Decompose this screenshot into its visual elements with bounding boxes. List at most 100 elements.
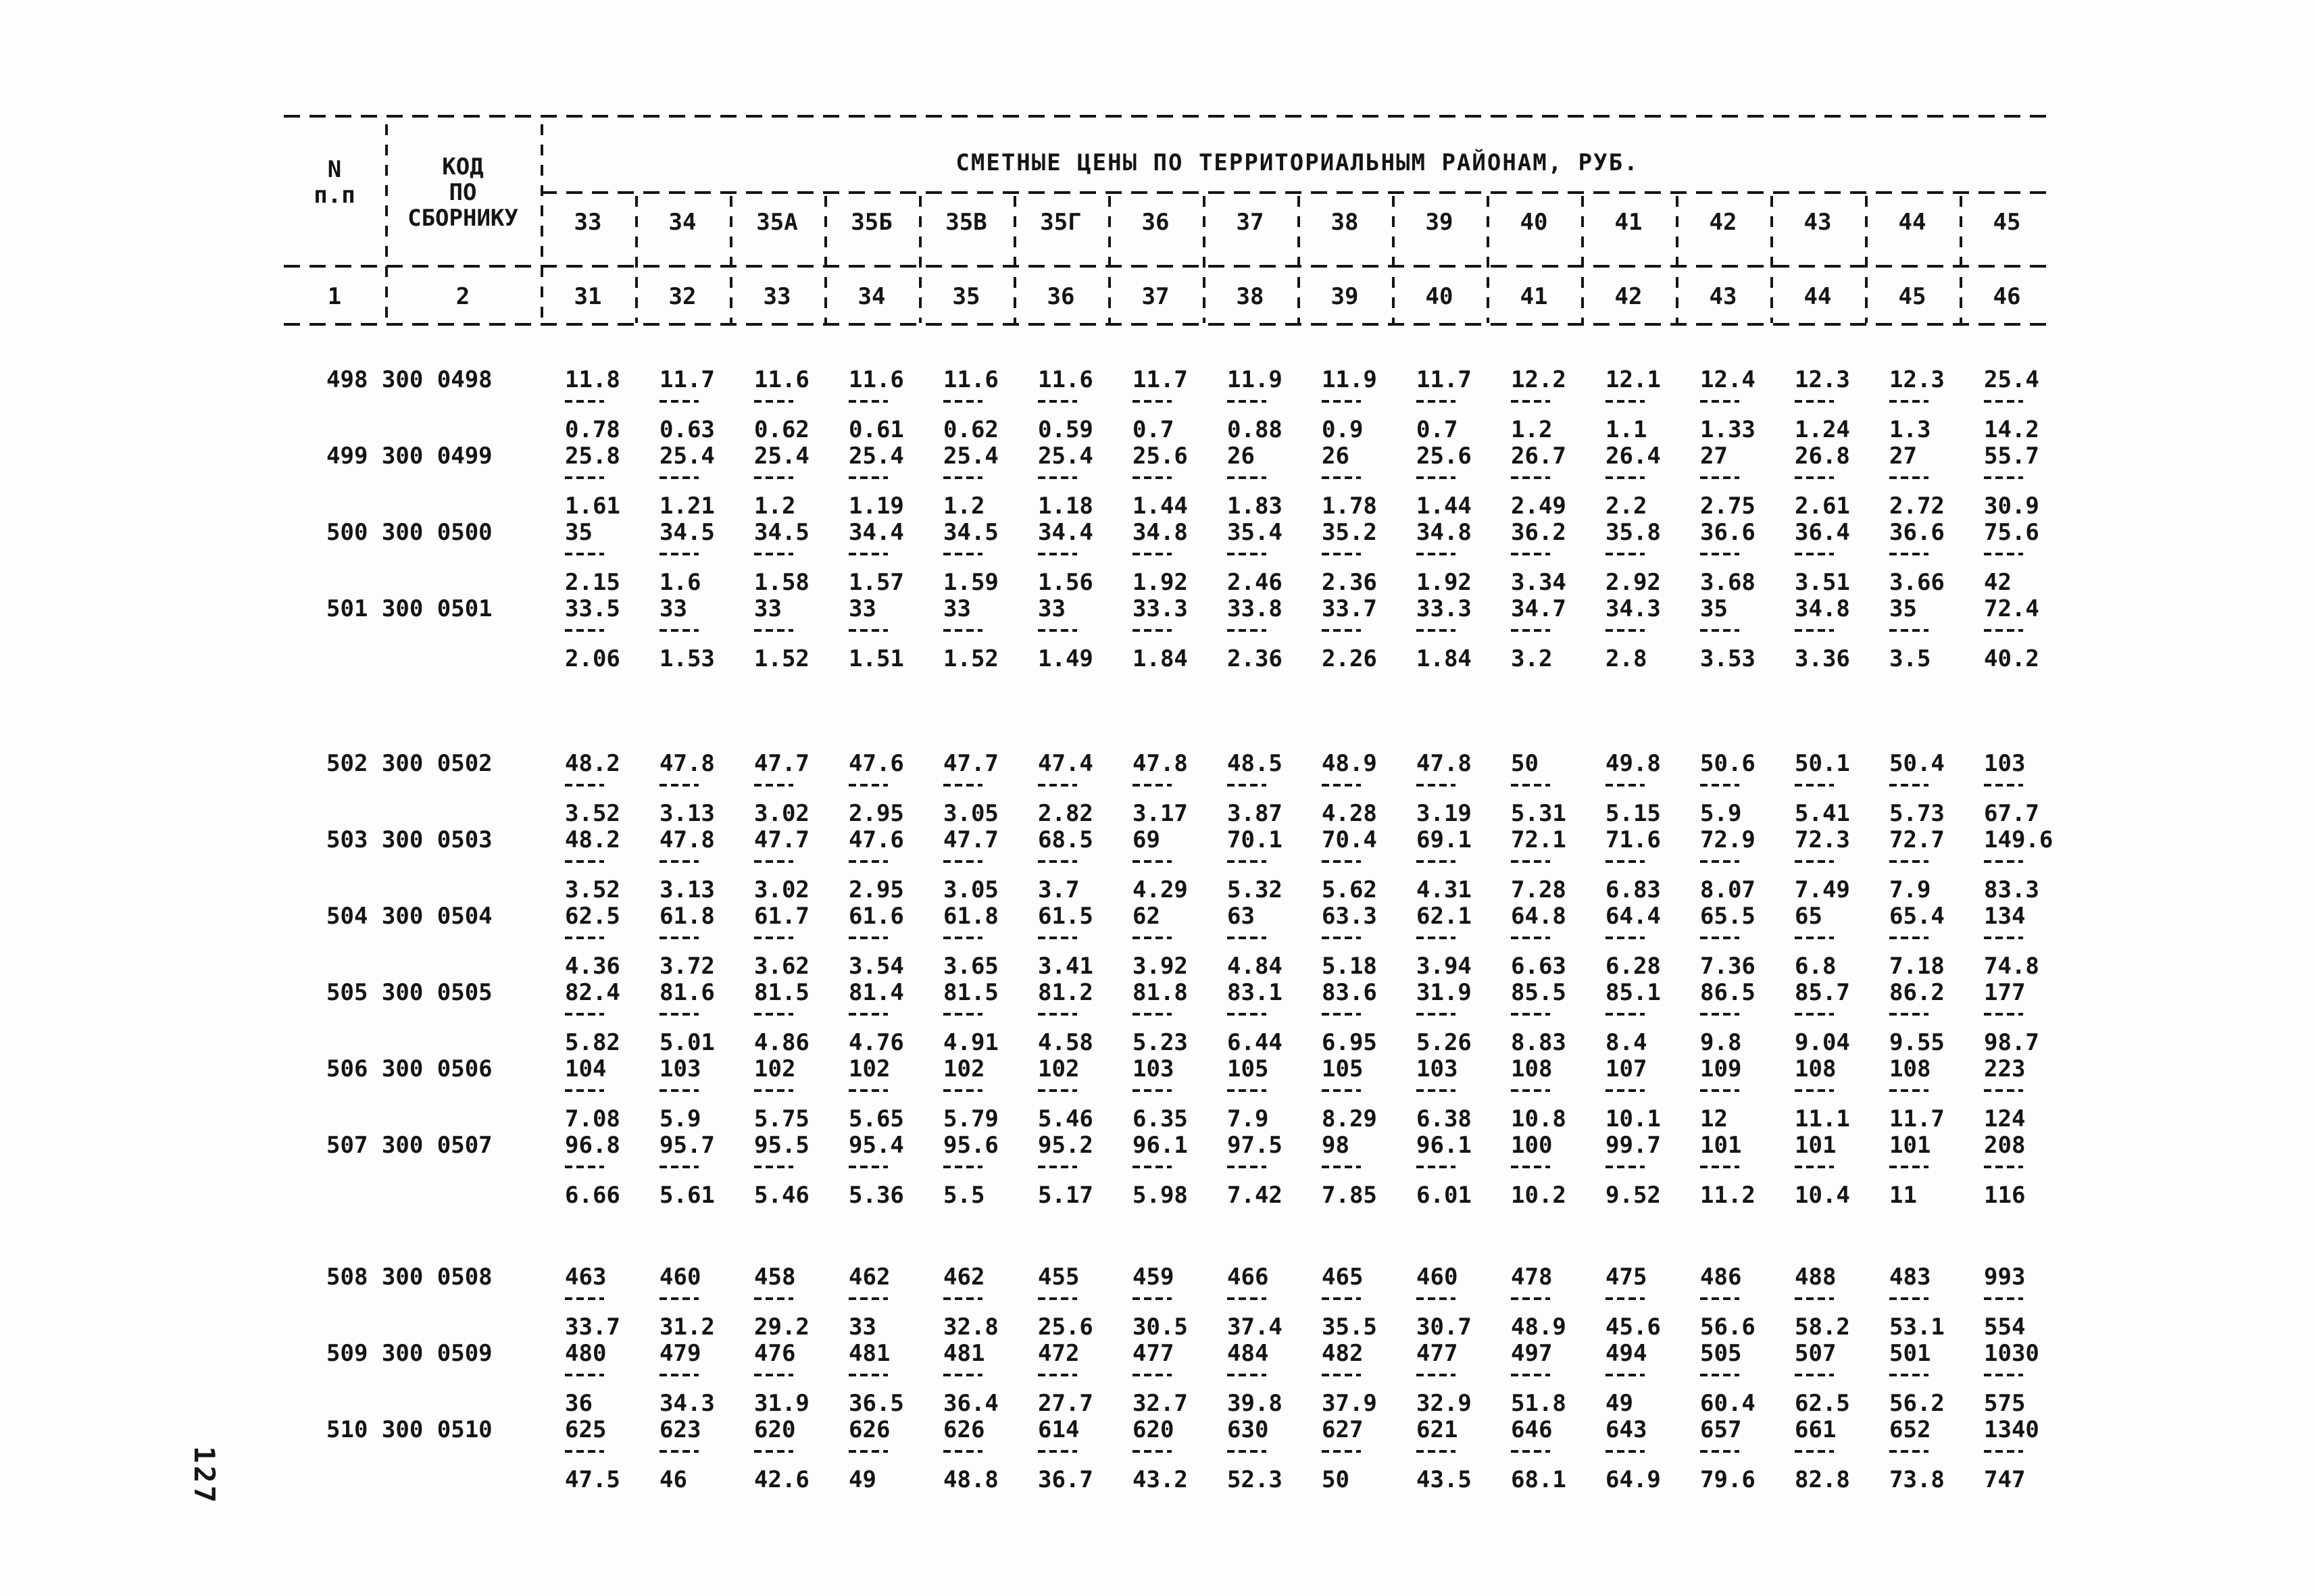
price-denominator: 5.82 bbox=[565, 1029, 620, 1056]
price-denominator: 5.01 bbox=[659, 1029, 715, 1056]
numbering-cell: 31 bbox=[574, 283, 602, 310]
table-body: 498 300 0498 11.8 0.78 11.7 0.63 11.6 0.62 11.6… bbox=[284, 326, 2054, 1494]
column-separator bbox=[1676, 196, 1678, 323]
price-denominator: 3.05 bbox=[943, 876, 999, 903]
fraction-divider bbox=[1795, 1450, 1834, 1453]
price-numerator: 83.1 bbox=[1227, 979, 1283, 1006]
table-row: 507 300 0507 96.8 6.66 95.7 5.61 95.5 5.46 95.4… bbox=[284, 1133, 2054, 1210]
price-denominator: 5.9 bbox=[1700, 800, 1742, 827]
fraction-divider bbox=[1889, 400, 1928, 403]
price-numerator: 477 bbox=[1416, 1340, 1458, 1367]
price-numerator: 149.6 bbox=[1984, 826, 2053, 853]
price-denominator: 1.33 bbox=[1700, 416, 1756, 443]
district-column-header: 35В bbox=[945, 209, 987, 236]
fraction-divider bbox=[1605, 1166, 1645, 1168]
price-numerator: 11.6 bbox=[1038, 366, 1093, 393]
fraction-divider bbox=[943, 1297, 982, 1300]
table-row: 500 300 0500 35 2.15 34.5 1.6 34.5 1.58 34.4 1.5… bbox=[284, 520, 2054, 597]
column-separator bbox=[730, 196, 732, 323]
price-denominator: 5.36 bbox=[849, 1182, 904, 1209]
row-group: 498 300 0498 11.8 0.78 11.7 0.63 11.6 0.62 11.6… bbox=[284, 368, 2054, 673]
price-denominator: 3.52 bbox=[565, 876, 620, 903]
fraction-divider bbox=[659, 937, 699, 939]
price-numerator: 35 bbox=[1700, 595, 1728, 622]
price-denominator: 34.3 bbox=[659, 1390, 715, 1417]
fraction-divider bbox=[1416, 1297, 1455, 1300]
price-denominator: 2.72 bbox=[1889, 493, 1945, 520]
price-numerator: 105 bbox=[1322, 1055, 1364, 1082]
price-numerator: 99.7 bbox=[1605, 1132, 1661, 1159]
price-denominator: 116 bbox=[1984, 1182, 2026, 1209]
price-numerator: 475 bbox=[1605, 1264, 1647, 1291]
price-numerator: 82.4 bbox=[565, 979, 620, 1006]
price-numerator: 501 bbox=[1889, 1340, 1931, 1367]
price-denominator: 2.36 bbox=[1322, 569, 1377, 596]
fraction-divider bbox=[1227, 860, 1266, 863]
fraction-divider bbox=[565, 937, 604, 939]
price-denominator: 1.18 bbox=[1038, 493, 1093, 520]
column-separator bbox=[1014, 196, 1016, 323]
price-numerator: 34.5 bbox=[943, 519, 999, 546]
fraction-divider bbox=[1322, 1374, 1361, 1376]
price-numerator: 48.2 bbox=[565, 826, 620, 853]
fraction-divider bbox=[1227, 553, 1266, 555]
price-numerator: 480 bbox=[565, 1340, 607, 1367]
price-numerator: 101 bbox=[1700, 1132, 1742, 1159]
price-numerator: 95.7 bbox=[659, 1132, 715, 1159]
price-denominator: 98.7 bbox=[1984, 1029, 2039, 1056]
fraction-divider bbox=[1511, 400, 1550, 403]
price-denominator: 8.29 bbox=[1322, 1105, 1377, 1132]
price-denominator: 58.2 bbox=[1795, 1314, 1850, 1341]
price-numerator: 34.8 bbox=[1416, 519, 1472, 546]
price-denominator: 2.36 bbox=[1227, 645, 1283, 672]
row-group: 508 300 0508 463 33.7 460 31.2 458 29.2 462 33 46… bbox=[284, 1265, 2054, 1494]
fraction-divider bbox=[849, 1374, 888, 1376]
price-denominator: 4.36 bbox=[565, 953, 620, 980]
price-numerator: 26 bbox=[1227, 443, 1255, 470]
column-separator bbox=[1865, 196, 1868, 323]
price-denominator: 42.6 bbox=[754, 1466, 810, 1493]
fraction-divider bbox=[1416, 1089, 1455, 1092]
table-title: СМЕТНЫЕ ЦЕНЫ ПО ТЕРРИТОРИАЛЬНЫМ РАЙОНАМ,… bbox=[955, 149, 1639, 176]
price-numerator: 81.4 bbox=[849, 979, 904, 1006]
fraction-divider bbox=[1984, 860, 2023, 863]
fraction-divider bbox=[754, 629, 793, 632]
fraction-divider bbox=[1700, 1297, 1739, 1300]
price-denominator: 0.7 bbox=[1132, 416, 1174, 443]
fraction-divider bbox=[754, 1089, 793, 1092]
fraction-divider bbox=[1227, 1166, 1266, 1168]
numbering-cell: 43 bbox=[1709, 283, 1737, 310]
col-n-line1: N bbox=[327, 156, 342, 183]
table-row: 509 300 0509 480 36 479 34.3 476 31.9 481 36.5 48… bbox=[284, 1341, 2054, 1418]
price-numerator: 623 bbox=[659, 1416, 701, 1443]
price-denominator: 43.2 bbox=[1132, 1466, 1188, 1493]
fraction-divider bbox=[943, 1166, 982, 1168]
price-numerator: 103 bbox=[1416, 1055, 1458, 1082]
fraction-divider bbox=[1511, 860, 1550, 863]
row-code-label: 498 300 0498 bbox=[326, 366, 493, 393]
numbering-cell: 45 bbox=[1898, 283, 1926, 310]
price-numerator: 479 bbox=[659, 1340, 701, 1367]
price-numerator: 657 bbox=[1700, 1416, 1742, 1443]
fraction-divider bbox=[849, 1089, 888, 1092]
fraction-divider bbox=[1605, 629, 1645, 632]
price-numerator: 71.6 bbox=[1605, 826, 1661, 853]
fraction-divider bbox=[1132, 1013, 1172, 1016]
price-denominator: 4.91 bbox=[943, 1029, 999, 1056]
fraction-divider bbox=[754, 1166, 793, 1168]
fraction-divider bbox=[1132, 784, 1172, 787]
price-numerator: 27 bbox=[1889, 443, 1917, 470]
numbering-cell: 39 bbox=[1330, 283, 1359, 310]
fraction-divider bbox=[1889, 629, 1928, 632]
price-numerator: 472 bbox=[1038, 1340, 1080, 1367]
fraction-divider bbox=[1984, 1374, 2023, 1376]
price-denominator: 5.31 bbox=[1511, 800, 1566, 827]
table-row: 506 300 0506 104 7.08 103 5.9 102 5.75 102 5.65 1… bbox=[284, 1057, 2054, 1133]
fraction-divider bbox=[1795, 400, 1834, 403]
price-numerator: 55.7 bbox=[1984, 443, 2039, 470]
price-denominator: 1.44 bbox=[1416, 493, 1472, 520]
price-numerator: 47.6 bbox=[849, 750, 904, 777]
price-denominator: 7.9 bbox=[1889, 876, 1931, 903]
price-denominator: 29.2 bbox=[754, 1314, 810, 1341]
fraction-divider bbox=[943, 629, 982, 632]
